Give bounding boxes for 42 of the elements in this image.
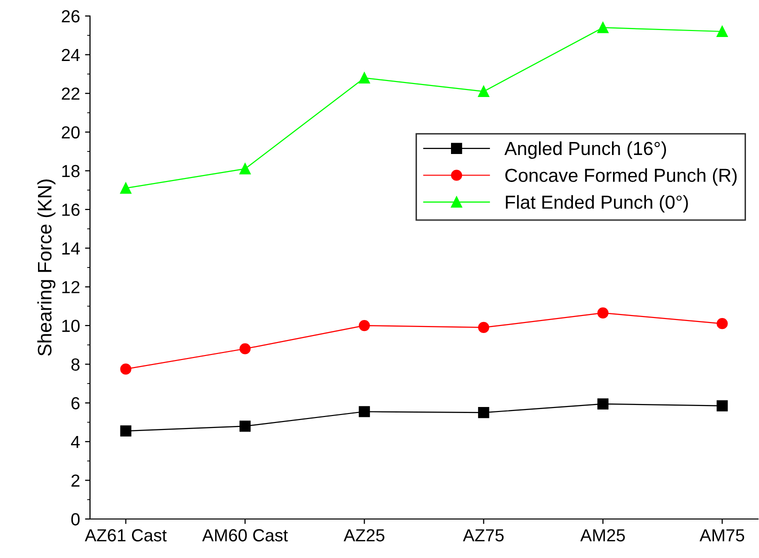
y-tick-label: 2 xyxy=(71,474,80,487)
point xyxy=(597,307,608,319)
y-tick-label: 14 xyxy=(62,242,80,254)
point xyxy=(716,400,728,412)
point xyxy=(358,72,370,84)
x-tick-label: AM25 xyxy=(580,529,625,542)
point xyxy=(358,320,370,332)
y-tick-label: 4 xyxy=(71,436,80,448)
y-tick-label: 20 xyxy=(62,126,80,139)
point xyxy=(358,406,370,418)
point xyxy=(478,407,490,418)
point xyxy=(240,343,251,354)
y-tick-label: 26 xyxy=(62,10,80,22)
point xyxy=(716,26,728,38)
y-axis-title: Shearing Force (KN) xyxy=(37,180,56,356)
x-tick-label: AZ25 xyxy=(344,529,384,542)
y-tick-label: 8 xyxy=(71,358,80,371)
x-tick-label: AZ75 xyxy=(462,529,504,542)
x-tick-label: AM60 Cast xyxy=(202,529,288,542)
legend-label: Concave Formed Punch (R) xyxy=(505,168,737,186)
y-tick-label: 0 xyxy=(71,513,80,526)
point xyxy=(120,425,132,437)
point xyxy=(120,364,132,375)
y-tick-label: 10 xyxy=(62,320,80,332)
x-tick-label: AZ61 Cast xyxy=(84,529,167,542)
y-tick-label: 22 xyxy=(62,88,80,100)
y-tick-label: 24 xyxy=(62,48,80,61)
point xyxy=(120,182,132,194)
point xyxy=(478,322,490,334)
x-tick-label: AM75 xyxy=(700,529,744,542)
y-tick-label: 16 xyxy=(62,204,80,216)
point xyxy=(240,420,251,432)
legend-label: Flat Ended Punch (0°) xyxy=(506,195,688,213)
y-tick-label: 6 xyxy=(72,397,80,410)
y-tick-label: 18 xyxy=(62,164,80,178)
point xyxy=(597,22,608,34)
point xyxy=(240,163,251,174)
point xyxy=(478,86,490,98)
y-tick-label: 12 xyxy=(62,281,80,294)
legend-label: Angled Punch (16°) xyxy=(504,141,666,159)
point xyxy=(716,318,728,330)
point xyxy=(597,398,608,410)
